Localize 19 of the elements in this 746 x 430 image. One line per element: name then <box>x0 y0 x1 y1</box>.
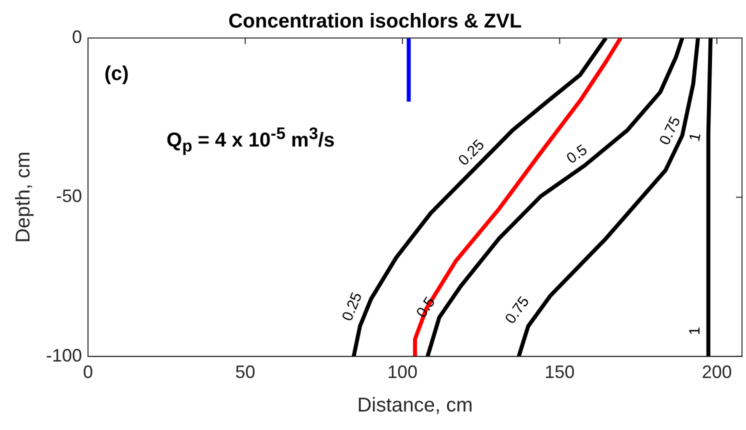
y-tick-label: -50 <box>56 186 82 206</box>
annotation: 0.5 <box>413 294 439 321</box>
y-tick-label: 0 <box>72 26 82 47</box>
x-tick-label: 50 <box>235 362 256 382</box>
annotation: 0.25 <box>338 290 366 324</box>
annotation: 1 <box>686 131 704 143</box>
annotation: 0.75 <box>656 114 684 148</box>
annotation: 0.25 <box>455 136 488 170</box>
y-axis-title: Depth, cm <box>12 152 35 243</box>
x-axis-title: Distance, cm <box>357 394 473 417</box>
annotation: Q$_{p}$ = 4 x 10$^{-5}$ m$^{3}$/s <box>166 124 335 157</box>
chart-title: Concentration isochlors & ZVL <box>228 10 522 33</box>
annotation: 1 <box>686 326 704 336</box>
x-tick-label: 150 <box>544 362 575 382</box>
annotation: (c) <box>104 63 129 86</box>
x-tick-label: 200 <box>702 362 732 382</box>
x-tick-label: 100 <box>387 362 418 382</box>
annotation: 0.5 <box>564 141 591 168</box>
y-tick-label: -100 <box>46 345 82 366</box>
